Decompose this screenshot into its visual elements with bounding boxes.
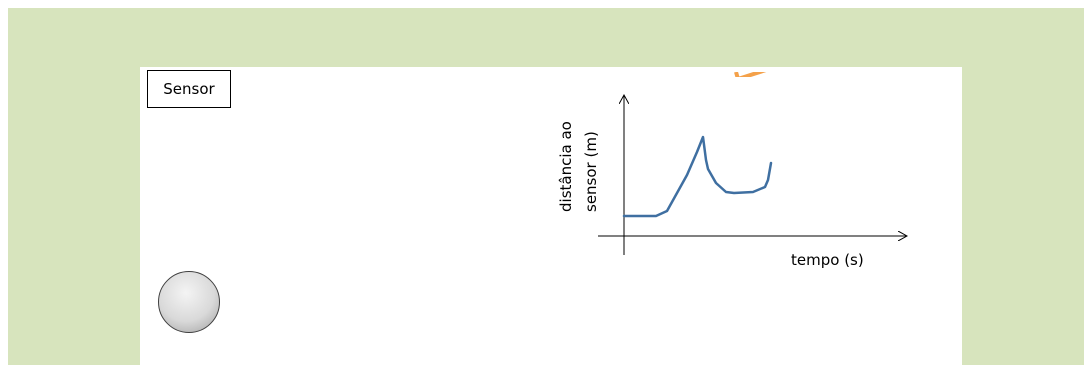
sensor-label: Sensor bbox=[163, 80, 215, 98]
y-axis-label-line1: distância ao bbox=[557, 121, 575, 212]
sensor-box: Sensor bbox=[147, 70, 231, 108]
orange-mark bbox=[730, 67, 770, 77]
y-axis-label-line2: sensor (m) bbox=[582, 131, 600, 212]
diagram-panel bbox=[140, 67, 962, 365]
ball bbox=[158, 271, 220, 333]
distance-curve bbox=[622, 135, 773, 218]
x-axis-label: tempo (s) bbox=[791, 251, 864, 269]
